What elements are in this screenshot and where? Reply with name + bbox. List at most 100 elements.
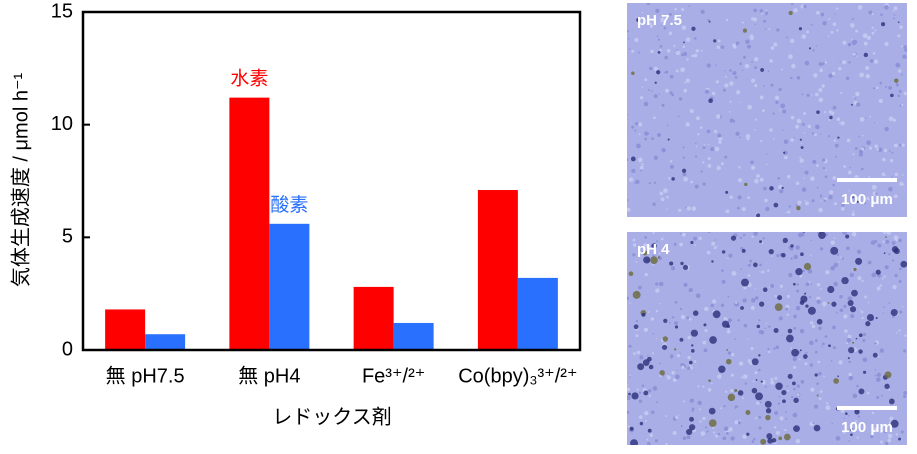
- grain: [680, 67, 685, 73]
- particle: [858, 333, 863, 338]
- grain: [852, 52, 856, 56]
- grain: [627, 387, 630, 392]
- grain: [765, 322, 768, 324]
- particle: [744, 182, 748, 187]
- grain: [774, 376, 778, 380]
- grain: [843, 165, 847, 168]
- grain: [865, 65, 870, 71]
- grain: [903, 390, 907, 395]
- particle: [786, 334, 794, 343]
- particle: [790, 244, 794, 248]
- grain: [831, 422, 833, 425]
- grain: [720, 162, 724, 166]
- particle: [659, 370, 665, 376]
- grain: [754, 287, 756, 289]
- grain: [816, 186, 819, 189]
- grain: [731, 352, 735, 357]
- grain: [816, 10, 820, 15]
- grain: [863, 201, 867, 205]
- particle: [781, 390, 787, 396]
- particle: [688, 360, 693, 365]
- grain: [798, 358, 801, 361]
- grain: [689, 364, 692, 367]
- particle: [792, 381, 796, 386]
- grain: [810, 176, 815, 181]
- grain: [756, 174, 760, 178]
- grain: [882, 157, 886, 162]
- grain: [884, 430, 887, 434]
- grain: [726, 329, 731, 334]
- grain: [842, 60, 847, 65]
- grain: [891, 151, 894, 154]
- grain: [754, 57, 759, 62]
- grain: [790, 138, 795, 142]
- grain: [904, 334, 907, 337]
- grain: [715, 114, 721, 119]
- grain: [764, 327, 767, 330]
- particle: [708, 379, 711, 382]
- grain: [773, 42, 778, 47]
- grain: [685, 37, 691, 42]
- grain: [857, 276, 862, 281]
- grain: [734, 420, 739, 425]
- particle: [852, 341, 855, 344]
- grain: [857, 5, 863, 10]
- particle: [804, 292, 807, 295]
- particle: [742, 28, 748, 33]
- particle: [632, 290, 641, 299]
- grain: [856, 384, 859, 388]
- grain: [797, 200, 802, 205]
- grain: [764, 28, 767, 30]
- grain: [900, 430, 904, 434]
- particle: [760, 68, 765, 72]
- grain: [800, 379, 805, 384]
- grain: [666, 195, 669, 199]
- grain: [874, 427, 877, 430]
- grain: [847, 430, 850, 433]
- grain: [765, 206, 770, 212]
- particle: [858, 349, 863, 354]
- grain: [654, 439, 659, 443]
- grain: [810, 283, 812, 285]
- grain: [895, 62, 901, 68]
- particle: [769, 186, 774, 191]
- grain: [832, 105, 837, 110]
- grain: [754, 178, 759, 184]
- particle: [808, 47, 812, 50]
- bar: [105, 309, 146, 350]
- grain: [821, 84, 825, 88]
- grain: [888, 186, 893, 192]
- grain: [814, 350, 818, 354]
- grain: [846, 337, 852, 343]
- particle: [773, 328, 779, 334]
- grain: [736, 407, 738, 409]
- grain: [863, 193, 865, 196]
- grain: [661, 13, 663, 15]
- grain: [886, 232, 891, 235]
- grain: [832, 346, 836, 350]
- grain: [646, 3, 651, 6]
- grain: [840, 121, 845, 126]
- grain: [715, 64, 717, 66]
- particle: [793, 282, 796, 286]
- grain: [742, 69, 744, 71]
- grain: [751, 165, 756, 170]
- particle: [718, 365, 726, 373]
- grain: [892, 284, 897, 290]
- grain: [750, 160, 754, 165]
- grain: [698, 236, 702, 240]
- grain: [725, 75, 728, 78]
- grain: [628, 344, 632, 348]
- grain: [871, 31, 875, 35]
- grain: [743, 55, 747, 59]
- grain: [770, 380, 775, 385]
- grain: [770, 377, 774, 381]
- grain: [795, 181, 800, 185]
- scale-bar-label: 100 μm: [841, 419, 893, 436]
- particle: [803, 354, 808, 359]
- grain: [657, 38, 660, 41]
- grain: [801, 93, 804, 96]
- grain: [668, 12, 672, 16]
- grain: [643, 243, 648, 248]
- grain: [846, 246, 850, 251]
